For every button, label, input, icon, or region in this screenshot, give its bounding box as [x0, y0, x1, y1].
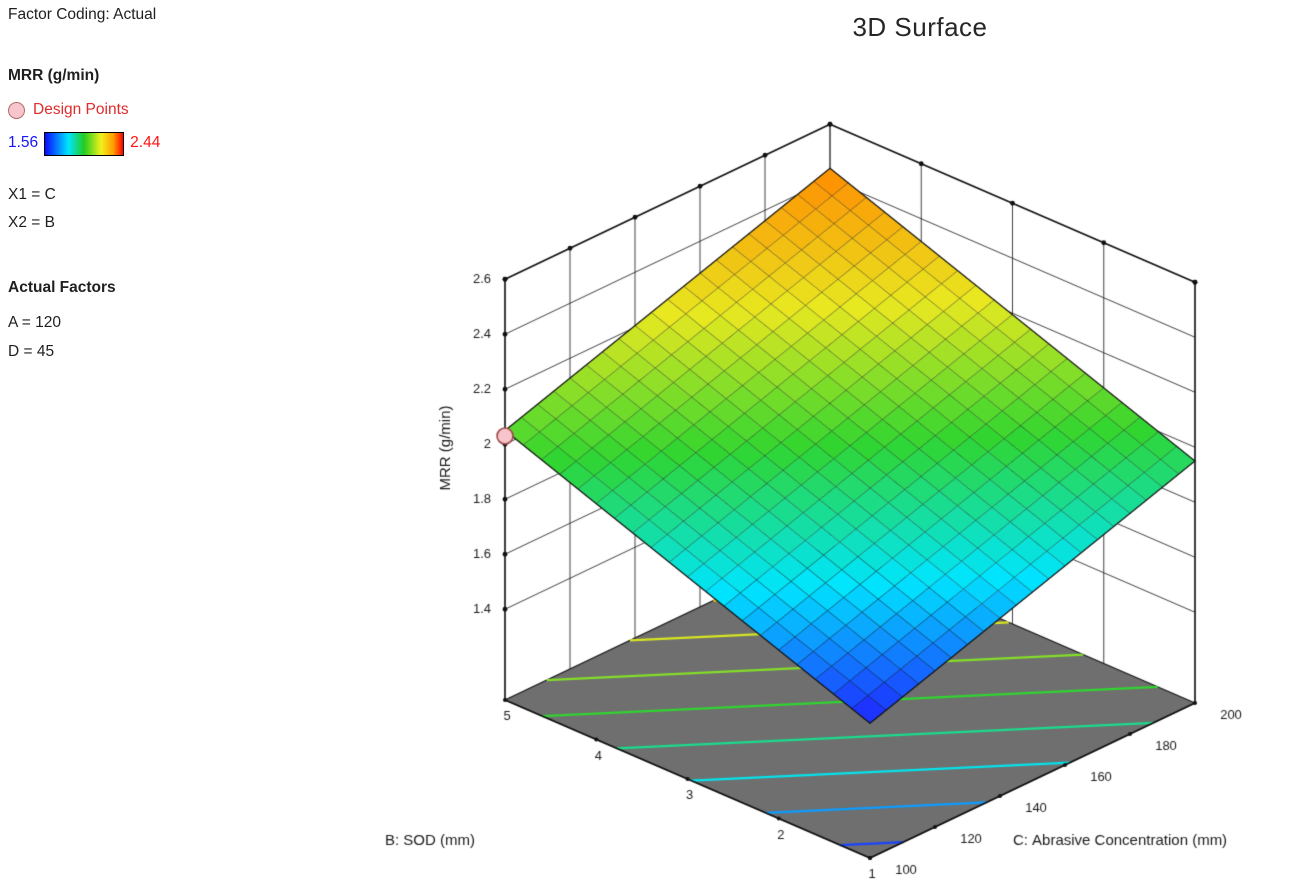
factor-a-label: A = 120 — [8, 313, 62, 331]
actual-factors-heading: Actual Factors — [8, 278, 116, 296]
color-scale-legend: 1.56 2.44 — [8, 131, 238, 156]
scale-max-value: 2.44 — [130, 134, 161, 152]
design-points-legend: Design Points — [8, 101, 238, 120]
design-point-icon — [8, 101, 25, 119]
factor-d-label: D = 45 — [8, 343, 55, 361]
response-label: MRR (g/min) — [8, 66, 100, 84]
scale-min-value: 1.56 — [8, 134, 39, 152]
x2-factor-label: X2 = B — [8, 214, 55, 232]
x1-factor-label: X1 = C — [8, 185, 56, 203]
chart-title: 3D Surface — [852, 12, 988, 42]
legend-panel: Factor Coding: Actual MRR (g/min) Design… — [8, 6, 238, 362]
color-scale-bar — [44, 131, 125, 156]
factor-coding-label: Factor Coding: Actual — [8, 6, 157, 23]
design-points-label: Design Points — [33, 101, 129, 119]
